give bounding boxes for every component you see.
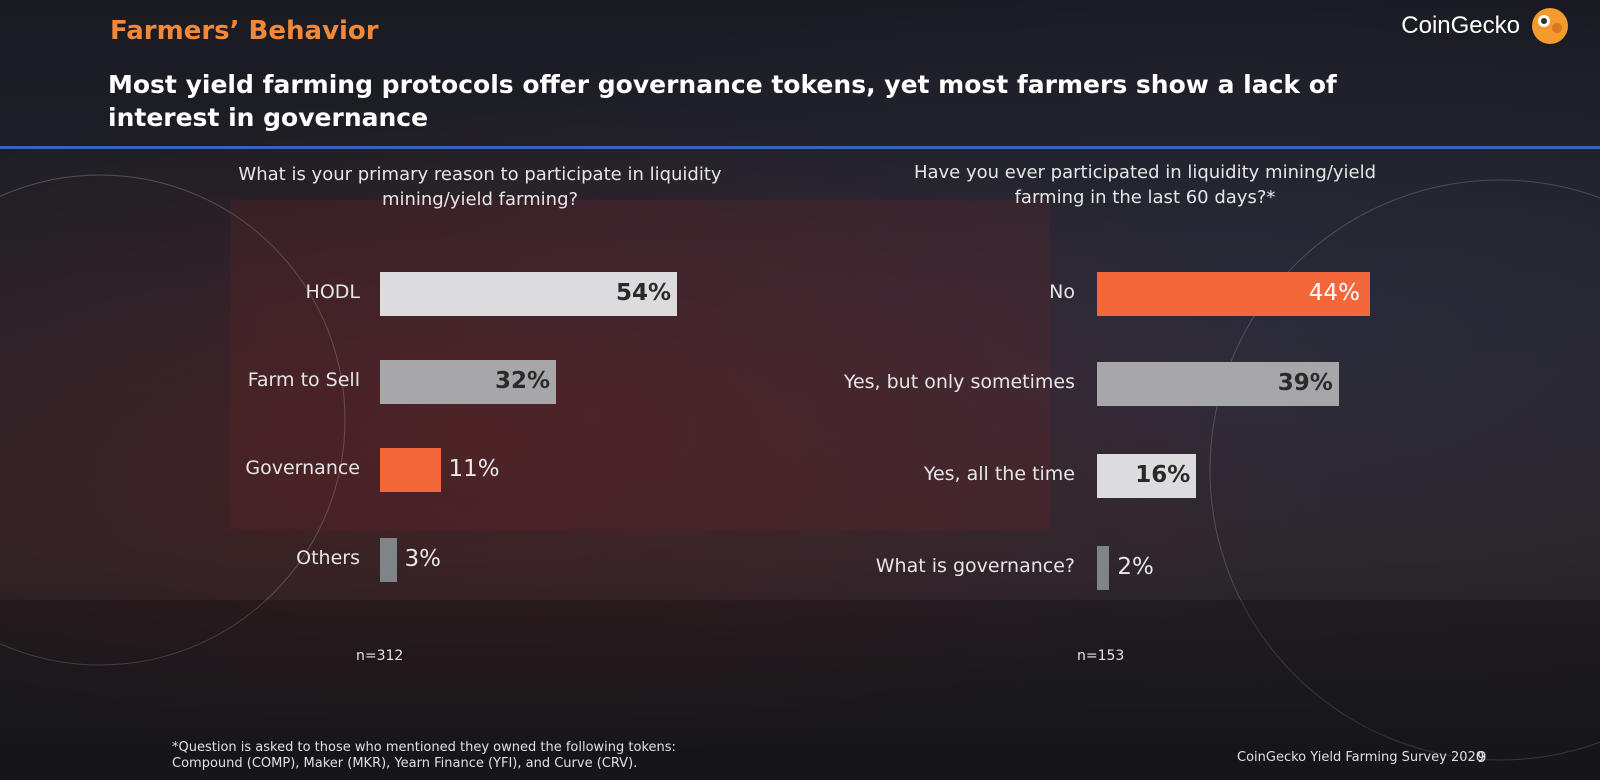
left-value-label: 54% <box>616 280 672 306</box>
right-bar <box>1097 546 1110 590</box>
title-divider <box>0 146 1600 149</box>
left-category-label: Farm to Sell <box>247 368 360 391</box>
left-bar <box>380 448 441 492</box>
right-bar <box>1097 454 1197 498</box>
right-category-label: Yes, but only sometimes <box>843 370 1075 393</box>
gecko-icon <box>1532 8 1568 44</box>
right-sample-size: n=153 <box>1077 648 1125 664</box>
left-value-label: 11% <box>448 456 500 482</box>
right-chart-title: Have you ever participated in liquidity … <box>913 162 1377 208</box>
brand-name: CoinGecko <box>1401 12 1520 39</box>
source-label: CoinGecko Yield Farming Survey 2020 <box>1237 750 1485 765</box>
right-category-label: No <box>1049 280 1075 303</box>
left-chart-title: What is your primary reason to participa… <box>238 164 722 210</box>
left-value-label: 32% <box>495 368 551 394</box>
right-value-label: 44% <box>1308 280 1360 306</box>
left-category-label: Governance <box>245 456 360 479</box>
page-number: 9 <box>1477 748 1487 766</box>
right-bar <box>1097 272 1370 316</box>
headline: Most yield farming protocols offer gover… <box>108 70 1337 132</box>
section-label: Farmers’ Behavior <box>110 16 379 46</box>
left-bar <box>380 272 677 316</box>
right-category-label: Yes, all the time <box>923 462 1075 485</box>
left-value-label: 3% <box>404 546 442 572</box>
right-category-label: What is governance? <box>875 554 1075 577</box>
right-bar <box>1097 362 1339 406</box>
brand-logo: CoinGecko <box>1401 6 1570 46</box>
left-bar <box>380 360 556 404</box>
right-value-label: 39% <box>1277 370 1333 396</box>
right-value-label: 2% <box>1117 554 1154 580</box>
left-category-label: Others <box>296 546 360 569</box>
right-value-label: 16% <box>1135 462 1191 488</box>
left-category-label: HODL <box>305 280 360 303</box>
footnote: *Question is asked to those who mentione… <box>172 740 676 772</box>
footnote-line-1: *Question is asked to those who mentione… <box>172 740 676 755</box>
left-bar <box>380 538 397 582</box>
left-sample-size: n=312 <box>356 648 404 664</box>
footnote-line-2: Compound (COMP), Maker (MKR), Yearn Fina… <box>172 756 638 771</box>
